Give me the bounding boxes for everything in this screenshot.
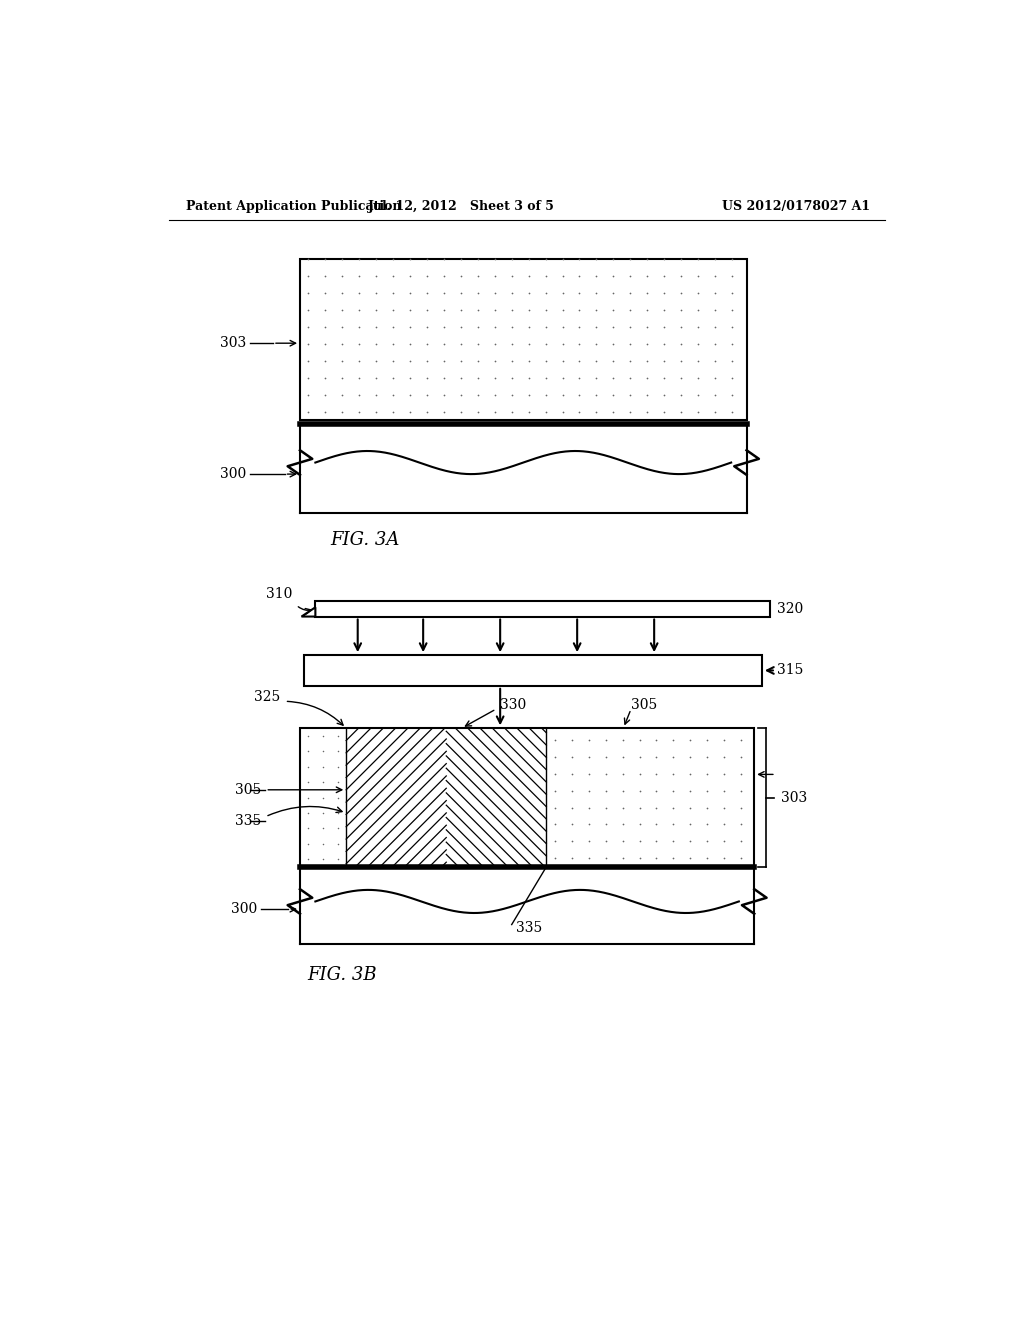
Text: Patent Application Publication: Patent Application Publication bbox=[186, 199, 401, 213]
Text: FIG. 3A: FIG. 3A bbox=[331, 531, 400, 549]
Text: 315: 315 bbox=[777, 664, 804, 677]
Text: US 2012/0178027 A1: US 2012/0178027 A1 bbox=[722, 199, 869, 213]
Text: 303: 303 bbox=[781, 791, 808, 804]
Bar bbox=[315, 601, 770, 616]
Text: Jul. 12, 2012   Sheet 3 of 5: Jul. 12, 2012 Sheet 3 of 5 bbox=[369, 199, 555, 213]
Polygon shape bbox=[301, 607, 315, 616]
Bar bbox=[547, 729, 755, 867]
Bar bbox=[304, 655, 762, 686]
Text: 305: 305 bbox=[631, 698, 657, 711]
Text: 335: 335 bbox=[515, 921, 542, 936]
Text: 303: 303 bbox=[220, 337, 246, 350]
Text: 325: 325 bbox=[254, 690, 281, 705]
Text: 335: 335 bbox=[236, 813, 261, 828]
Text: 310: 310 bbox=[266, 587, 292, 601]
Text: 320: 320 bbox=[777, 602, 804, 616]
Text: 300: 300 bbox=[220, 467, 246, 480]
Bar bbox=[300, 259, 746, 420]
Text: 330: 330 bbox=[500, 698, 526, 711]
Bar bbox=[300, 729, 755, 867]
Text: 305: 305 bbox=[236, 783, 261, 797]
Text: 300: 300 bbox=[231, 902, 258, 916]
Text: FIG. 3B: FIG. 3B bbox=[307, 966, 377, 983]
